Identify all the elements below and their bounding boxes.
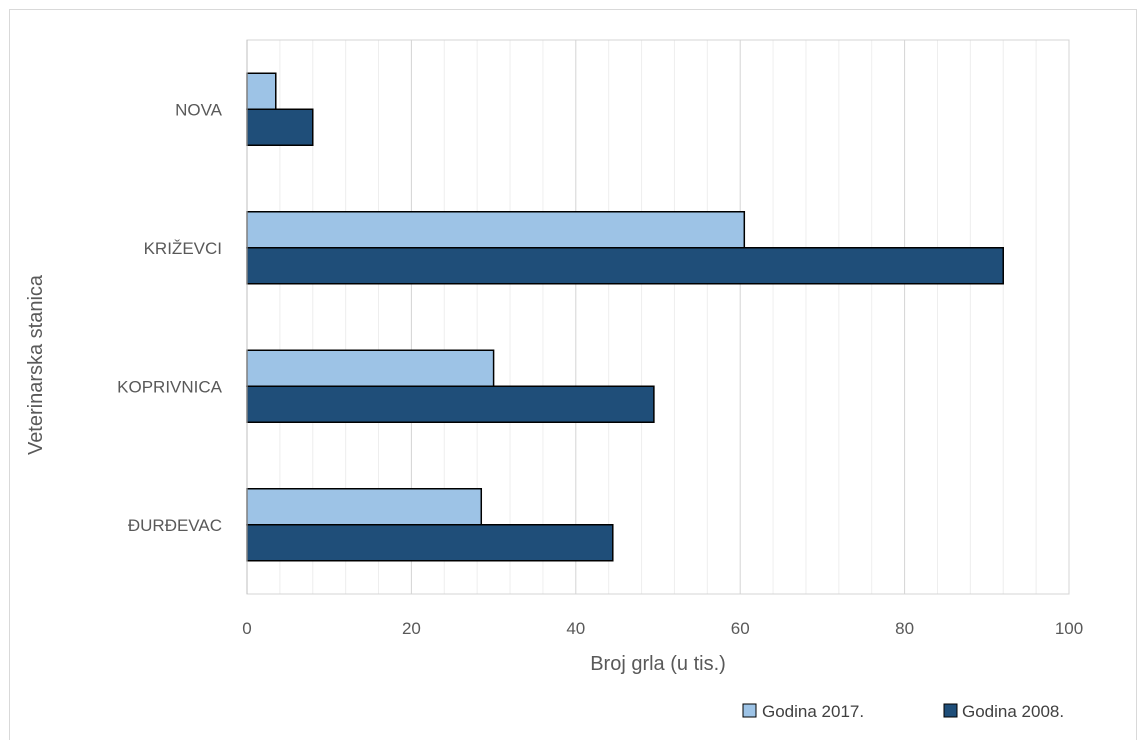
- bar-2008: [246, 385, 655, 423]
- chart-frame: [9, 9, 1137, 740]
- bar-layer: [246, 72, 1004, 562]
- y-category-label: KOPRIVNICA: [117, 377, 223, 396]
- x-tick-label: 100: [1055, 619, 1083, 638]
- x-tick-label: 60: [731, 619, 750, 638]
- x-tick-label: 40: [566, 619, 585, 638]
- x-tick-label: 0: [242, 619, 251, 638]
- x-tick-label: 20: [402, 619, 421, 638]
- legend-label-2008: Godina 2008.: [962, 702, 1064, 721]
- y-axis-title: Veterinarska stanica: [25, 274, 47, 455]
- y-category-label: NOVA: [175, 100, 223, 119]
- legend-item-2008: Godina 2008.: [943, 702, 1064, 721]
- bar-2017: [246, 349, 495, 387]
- bar-2017: [246, 488, 483, 526]
- x-axis-title: Broj grla (u tis.): [590, 653, 726, 675]
- bar-2017: [246, 211, 746, 249]
- bar-2017: [246, 72, 277, 110]
- legend: Godina 2017. Godina 2008.: [742, 702, 1064, 721]
- axis-layer: 0 20 40 60 80 100 NOVA KRIŽEVCI KOPRIVNICA ĐURĐEV…: [117, 40, 1083, 638]
- y-category-label: ĐURĐEVAC: [128, 516, 222, 535]
- legend-item-2017: Godina 2017.: [742, 702, 864, 721]
- bar-2008: [246, 524, 614, 562]
- legend-swatch-2017: [742, 703, 757, 718]
- bar-2008: [246, 247, 1004, 285]
- y-category-label: KRIŽEVCI: [144, 239, 222, 258]
- legend-swatch-2008: [943, 703, 958, 718]
- bar-2008: [246, 108, 314, 146]
- x-tick-label: 80: [895, 619, 914, 638]
- legend-label-2017: Godina 2017.: [762, 702, 864, 721]
